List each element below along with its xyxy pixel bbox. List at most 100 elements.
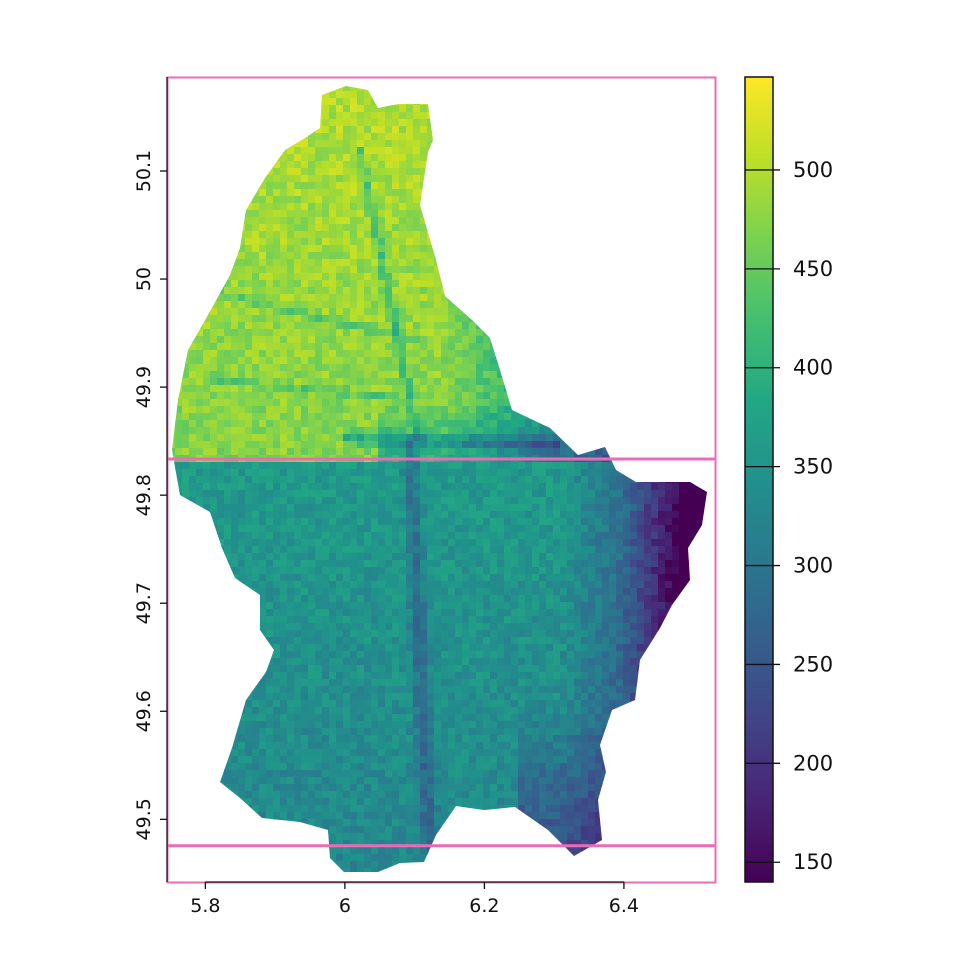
raster-cell [217, 273, 225, 281]
raster-cell [707, 294, 715, 302]
raster-cell [434, 147, 442, 155]
raster-cell [574, 266, 582, 274]
raster-cell [189, 308, 197, 316]
raster-cell [301, 315, 309, 323]
raster-cell [462, 308, 470, 316]
raster-cell [259, 217, 267, 225]
raster-cell [469, 182, 477, 190]
raster-cell [644, 448, 652, 456]
raster-cell [371, 252, 379, 260]
raster-cell [546, 448, 554, 456]
raster-cell [644, 343, 652, 351]
raster-cell [175, 287, 183, 295]
raster-cell [581, 525, 589, 533]
raster-cell [525, 273, 533, 281]
raster-cell [539, 371, 547, 379]
raster-cell [172, 413, 176, 421]
raster-cell [378, 385, 386, 393]
raster-cell [245, 182, 253, 190]
raster-cell [693, 350, 701, 358]
raster-cell [252, 385, 260, 393]
raster-cell [574, 378, 582, 386]
raster-cell [329, 119, 337, 127]
raster-cell [364, 476, 372, 484]
raster-cell [322, 413, 330, 421]
raster-cell [231, 154, 239, 162]
raster-cell [462, 448, 470, 456]
raster-cell [525, 168, 533, 176]
raster-cell [455, 86, 463, 92]
raster-cell [651, 476, 659, 484]
raster-cell [343, 518, 351, 526]
raster-cell [560, 518, 568, 526]
raster-cell [266, 504, 274, 512]
raster-cell [224, 154, 232, 162]
raster-cell [182, 105, 190, 113]
raster-cell [455, 497, 463, 505]
raster-cell [588, 364, 596, 372]
raster-cell [245, 287, 253, 295]
raster-cell [189, 266, 197, 274]
raster-cell [378, 504, 386, 512]
raster-cell [469, 259, 477, 267]
raster-cell [294, 413, 302, 421]
raster-cell [441, 322, 449, 330]
raster-cell [483, 280, 491, 288]
raster-cell [406, 280, 414, 288]
raster-cell [364, 175, 372, 183]
raster-cell [483, 469, 491, 477]
raster-cell [175, 182, 183, 190]
raster-cell [434, 497, 442, 505]
raster-cell [336, 364, 344, 372]
raster-cell [245, 315, 253, 323]
raster-cell [546, 329, 554, 337]
raster-cell [427, 483, 435, 491]
raster-cell [490, 525, 498, 533]
raster-cell [252, 364, 260, 372]
raster-cell [238, 329, 246, 337]
raster-cell [371, 357, 379, 365]
raster-cell [427, 371, 435, 379]
raster-cell [504, 525, 512, 533]
raster-cell [329, 273, 337, 281]
raster-cell [595, 511, 603, 519]
raster-cell [553, 112, 561, 120]
raster-cell [238, 210, 246, 218]
raster-cell [357, 294, 365, 302]
raster-cell [399, 413, 407, 421]
raster-cell [602, 140, 610, 148]
raster-cell [364, 322, 372, 330]
raster-cell [238, 182, 246, 190]
raster-cell [595, 294, 603, 302]
raster-cell [602, 357, 610, 365]
raster-cell [210, 378, 218, 386]
raster-cell [434, 399, 442, 407]
raster-cell [539, 147, 547, 155]
raster-cell [637, 336, 645, 344]
raster-cell [406, 294, 414, 302]
raster-cell [392, 140, 400, 148]
raster-cell [532, 476, 540, 484]
raster-cell [658, 371, 666, 379]
raster-cell [651, 161, 659, 169]
raster-cell [189, 238, 197, 246]
raster-cell [518, 112, 526, 120]
raster-cell [343, 119, 351, 127]
raster-cell [658, 280, 666, 288]
raster-cell [651, 413, 659, 421]
raster-cell [266, 434, 274, 442]
raster-cell [476, 133, 484, 141]
raster-cell [287, 196, 295, 204]
raster-cell [231, 357, 239, 365]
raster-cell [301, 91, 309, 99]
raster-cell [357, 504, 365, 512]
raster-cell [175, 518, 183, 526]
raster-cell [175, 112, 183, 120]
raster-cell [441, 280, 449, 288]
raster-cell [238, 287, 246, 295]
raster-cell [588, 259, 596, 267]
raster-cell [609, 420, 617, 428]
raster-cell [266, 399, 274, 407]
raster-cell [630, 175, 638, 183]
raster-cell [420, 343, 428, 351]
